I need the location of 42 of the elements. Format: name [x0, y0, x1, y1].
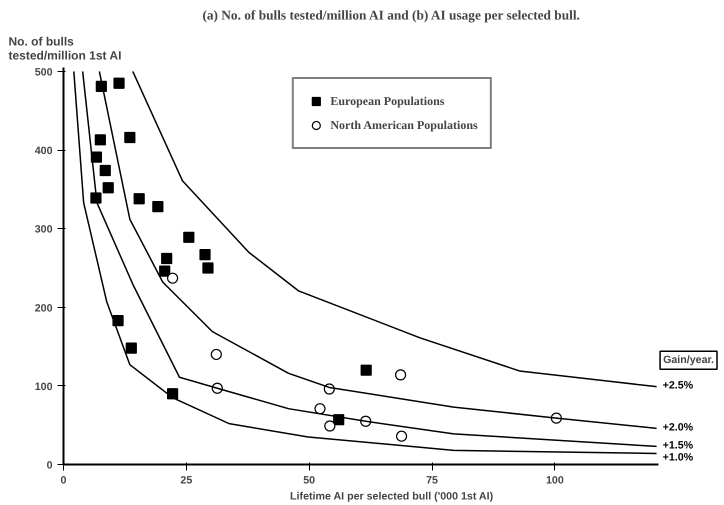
- text: Gain/year.: [663, 354, 714, 366]
- y-tick-label: 400: [34, 145, 53, 158]
- point: [210, 348, 222, 360]
- point: [360, 364, 372, 376]
- point: [124, 132, 136, 144]
- legend-label: European Populations: [330, 94, 444, 108]
- point: [396, 430, 408, 442]
- point: [126, 342, 137, 354]
- series-label: +1.0%: [662, 451, 694, 464]
- y-tick-label: 0: [46, 460, 53, 472]
- point: [394, 369, 406, 380]
- point: [324, 420, 336, 432]
- x-tick-label: 0: [60, 474, 67, 486]
- point: [166, 272, 178, 284]
- y-tick-label: 300: [34, 224, 53, 236]
- point: [152, 201, 164, 212]
- point: [102, 182, 114, 194]
- point: [314, 403, 326, 414]
- y-tick-label: 200: [34, 302, 53, 314]
- point: [202, 262, 214, 274]
- y-axis-title: No. of bulls tested/million 1st AI: [8, 34, 122, 62]
- y-tick-label: 100: [34, 380, 53, 393]
- point: [100, 164, 111, 176]
- x-tick-label: 25: [180, 474, 192, 486]
- point: [159, 266, 170, 277]
- point: [161, 252, 172, 264]
- x-tick-label: 50: [303, 474, 316, 486]
- point: [183, 232, 194, 243]
- series-label: +2.0%: [662, 421, 694, 434]
- series-label: +2.5%: [662, 380, 694, 392]
- y-tick-label: 500: [34, 66, 53, 78]
- series-label: +1.5%: [662, 439, 694, 452]
- point: [113, 78, 125, 89]
- x-tick-label: 100: [546, 474, 564, 486]
- legend-label: North American Populations: [330, 118, 478, 132]
- point: [134, 193, 145, 204]
- line-series: [132, 70, 658, 388]
- x-tick-label: 75: [426, 474, 438, 486]
- chart-title: (a) No. of bulls tested/million AI and (b) AI usage per selected bull.: [202, 8, 580, 22]
- point: [94, 134, 106, 146]
- x-axis-title: Lifetime AI per selected bull ('000 1st AI): [290, 490, 494, 502]
- point: [199, 249, 211, 260]
